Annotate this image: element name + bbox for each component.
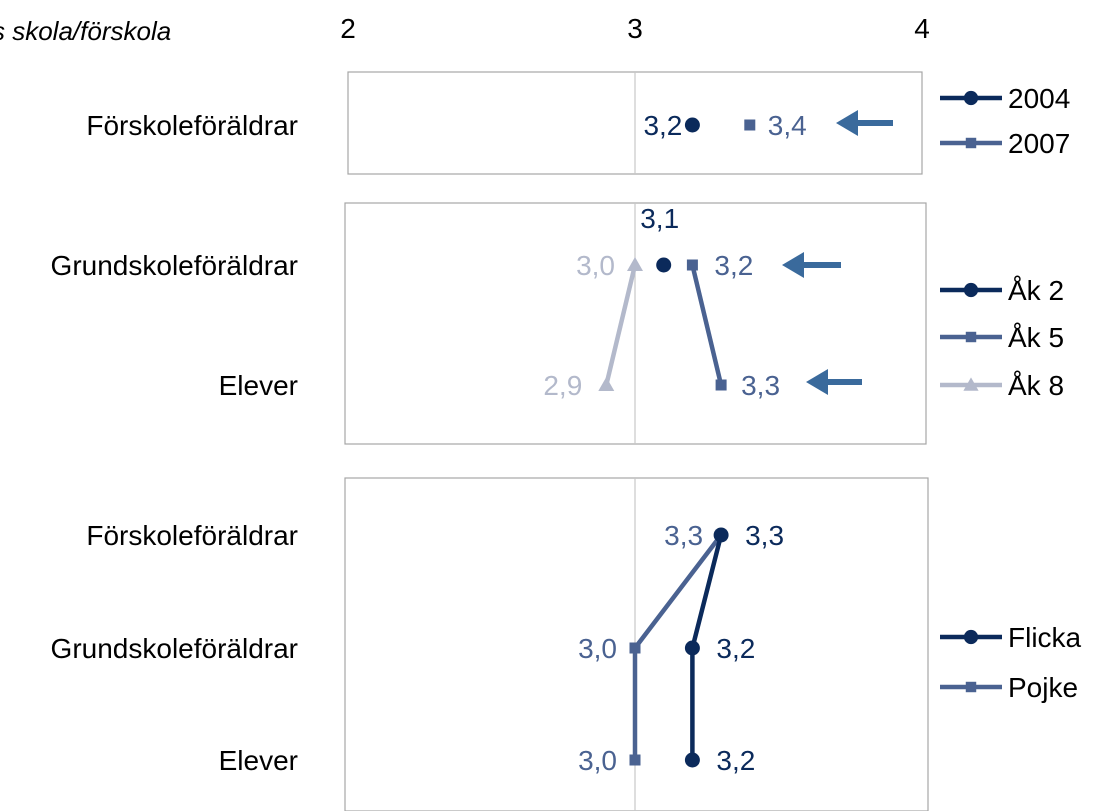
data-point-circle [684,640,700,656]
data-label: 3,0 [576,250,615,281]
data-label: 3,3 [664,520,703,551]
data-point-square [686,259,698,271]
legend-marker-circle [963,282,979,298]
x-tick-label: 3 [627,13,643,44]
legend: Åk 2 Åk 5 Åk 8 [940,275,1064,401]
category-label: Grundskoleföräldrar [51,250,298,281]
legend-label: Pojke [1008,672,1078,703]
data-label: 3,2 [716,633,755,664]
data-point-square [629,642,641,654]
legend-label: Flicka [1008,622,1082,653]
chart-heading: s skola/förskola [0,16,171,46]
data-point-circle [713,527,729,543]
series-line [690,264,724,386]
series-line [604,264,638,386]
data-label: 3,2 [716,745,755,776]
panel-frame [344,477,929,811]
x-tick-label: 4 [914,13,930,44]
highlight-arrow-head [836,110,858,136]
highlight-arrow-head [782,252,804,278]
data-point-circle [656,257,672,273]
category-label: Förskoleföräldrar [86,520,298,551]
legend-marker-triangle [963,377,979,391]
data-point-circle [684,117,700,133]
data-label: 3,3 [745,520,784,551]
data-label: 3,2 [714,250,753,281]
legend-marker-square [965,137,977,149]
legend: 2004 2007 [940,83,1070,159]
x-axis-ticks: 2 3 4 [340,13,930,44]
category-label: Elever [219,745,298,776]
legend-label: 2007 [1008,128,1070,159]
panel-3: Förskoleföräldrar Grundskoleföräldrar Elev… [51,477,1082,811]
data-label: 3,0 [578,745,617,776]
series-line [632,533,723,760]
data-label: 3,4 [768,110,807,141]
panel-1: Förskoleföräldrar 3,2 3,4 2004 2007 [86,71,1070,175]
data-point-triangle [598,377,615,391]
legend: Flicka Pojke [940,622,1082,703]
legend-label: Åk 8 [1008,370,1064,401]
highlight-arrow-head [806,369,828,395]
x-tick-label: 2 [340,13,356,44]
legend-marker-square [965,331,977,343]
data-label: 3,1 [640,203,679,234]
category-label: Elever [219,370,298,401]
legend-label: 2004 [1008,83,1070,114]
data-point-square [715,379,727,391]
data-point-square [744,119,756,131]
data-point-triangle [627,257,643,271]
data-label: 2,9 [543,370,582,401]
panel-2: Grundskoleföräldrar Elever 3,1 3,2 3,3 3,0 2,9… [51,202,1064,445]
legend-marker-circle [963,90,979,106]
category-label: Grundskoleföräldrar [51,633,298,664]
legend-marker-circle [963,629,979,645]
data-point-square [629,754,641,766]
data-label: 3,3 [741,370,780,401]
data-point-circle [684,752,700,768]
legend-label: Åk 5 [1008,322,1064,353]
legend-marker-square [965,681,977,693]
data-label: 3,2 [643,110,682,141]
chart-panels: Förskoleföräldrar 3,2 3,4 2004 2007 Grundskol… [51,71,1082,811]
category-label: Förskoleföräldrar [86,110,298,141]
data-label: 3,0 [578,633,617,664]
legend-label: Åk 2 [1008,275,1064,306]
